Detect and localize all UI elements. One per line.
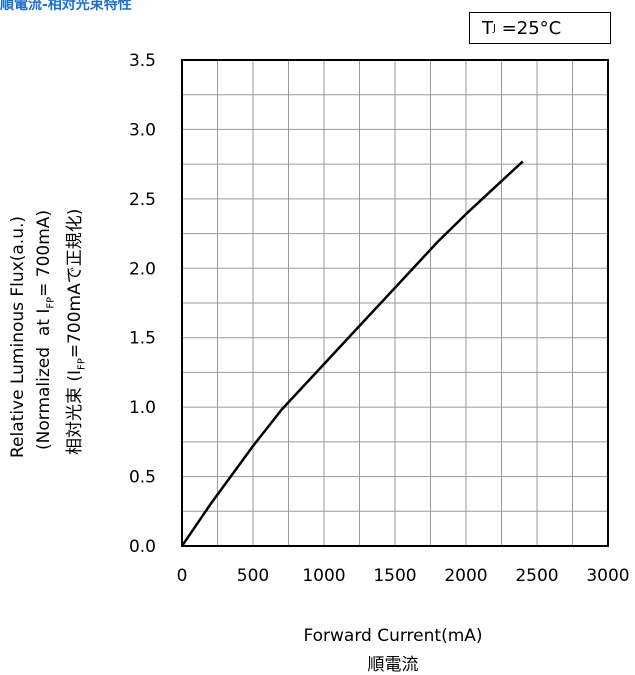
x-tick-label: 1500 (373, 566, 416, 586)
x-tick-label: 2500 (515, 566, 558, 586)
y-tick-label: 2.0 (129, 259, 156, 279)
y-tick-label: 3.5 (129, 51, 156, 71)
series-line (180, 160, 524, 547)
x-tick-label: 3000 (586, 566, 629, 586)
page-title: 順電流-相対光束特性 (0, 0, 132, 13)
x-tick-label: 0 (177, 566, 188, 586)
y-tick-label: 0.5 (129, 468, 156, 488)
y-axis-title-line3: 相対光束 (IFP=700mAで正規化) (65, 208, 88, 455)
grid (182, 60, 608, 546)
x-tick-label: 2000 (444, 566, 487, 586)
y-axis-title-line1: Relative Luminous Flux(a.u.) (8, 215, 28, 458)
condition-value: =25°C (495, 17, 562, 39)
y-tick-label: 1.0 (129, 398, 156, 418)
y-axis-title-line2: (Normalized at IFP= 700mA) (34, 209, 57, 450)
x-tick-label: 1000 (302, 566, 345, 586)
series-group (180, 160, 524, 547)
x-axis-title: Forward Current(mA) (303, 626, 483, 646)
x-ticks: 0 500 1000 1500 2000 2500 3000 (177, 566, 630, 586)
y-tick-label: 1.5 (129, 329, 156, 349)
condition-subscript: J (493, 22, 496, 34)
x-axis-title-jp: 順電流 (367, 655, 419, 675)
condition-prefix: T (482, 17, 493, 39)
y-tick-label: 0.0 (129, 537, 156, 557)
y-tick-label: 2.5 (129, 190, 156, 210)
x-tick-label: 500 (237, 566, 269, 586)
y-tick-label: 3.0 (129, 120, 156, 140)
y-ticks: 0.0 0.5 1.0 1.5 2.0 2.5 3.0 3.5 (129, 51, 156, 557)
plot-frame (181, 59, 609, 547)
